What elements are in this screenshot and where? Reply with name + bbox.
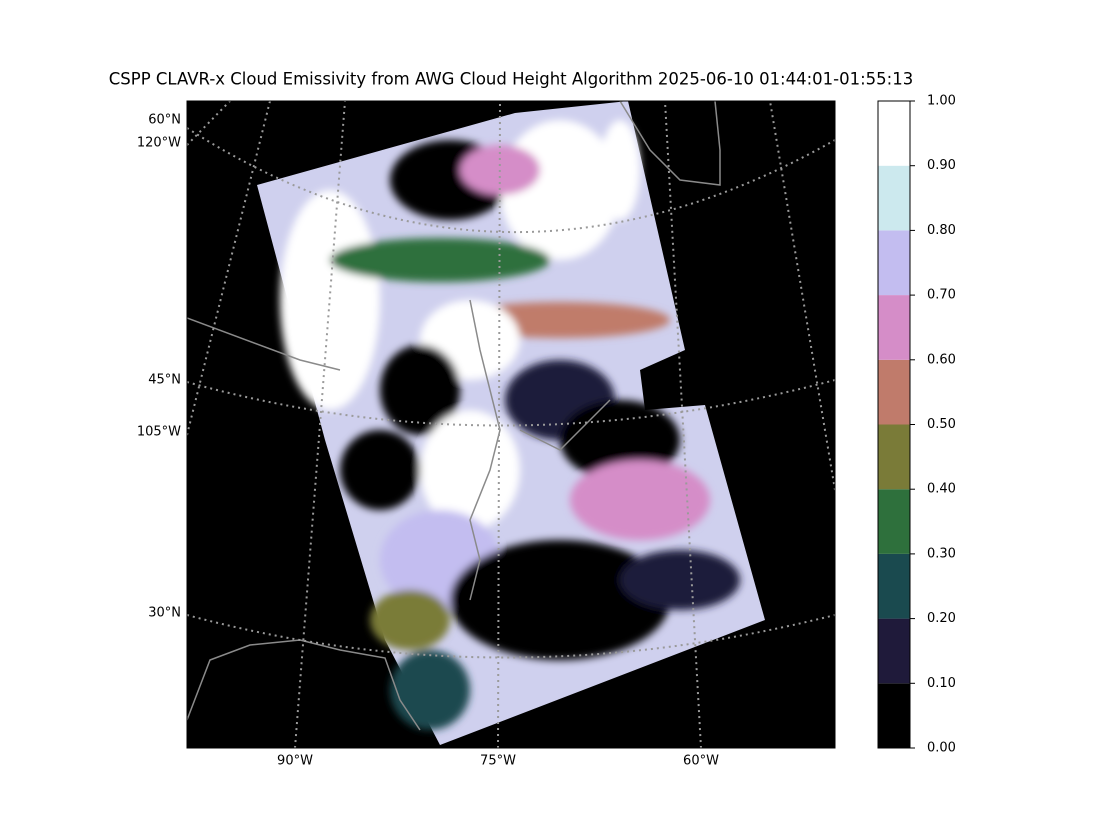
map [187,101,835,748]
colorbar-tick-label: 0.70 [927,288,956,303]
colorbar-segment [878,489,910,554]
lon-label: 75°W [480,754,516,769]
colorbar-segment [878,424,910,490]
satellite-swath [257,101,765,745]
colorbar-tick-label: 0.30 [927,546,956,561]
colorbar-segment [878,553,910,619]
colorbar-segment [878,101,910,166]
colorbar-segment [878,230,910,296]
graticule [187,101,835,748]
colorbar-tick-label: 0.90 [927,158,956,173]
colorbar-tick-label: 0.60 [927,352,956,367]
map-title: CSPP CLAVR-x Cloud Emissivity from AWG C… [109,70,913,89]
lon-label: 90°W [277,754,313,769]
map-frame [186,100,836,749]
colorbar-segment [878,359,910,425]
lon-label: 60°W [683,754,719,769]
lat-label: 45°N [148,373,181,388]
colorbar-tick-label: 0.00 [927,741,956,756]
colorbar-tick-label: 0.20 [927,611,956,626]
lat-label: 30°N [148,606,181,621]
lon-label: 120°W [137,136,181,151]
colorbar: 0.00 0.10 0.20 0.30 0.40 0.50 0.60 0.70 0.80 0.90… [877,94,956,756]
colorbar-tick-label: 0.50 [927,417,956,432]
lon-label: 105°W [137,425,181,440]
map-labels: 60°N 45°N 30°N 120°W 105°W 90°W 75°W 60°W [137,113,719,769]
lat-label: 60°N [148,113,181,128]
coastlines [187,101,721,731]
colorbar-segment [878,683,910,748]
colorbar-segment [878,165,910,231]
colorbar-tick-label: 0.10 [927,676,956,691]
colorbar-segment [878,618,910,684]
colorbar-tick-label: 0.40 [927,482,956,497]
colorbar-segment [878,295,910,360]
colorbar-tick-label: 0.80 [927,223,956,238]
colorbar-tick-label: 1.00 [927,94,956,109]
